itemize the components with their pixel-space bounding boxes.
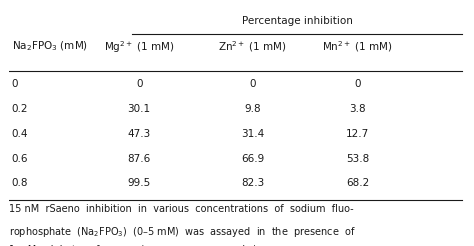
Text: 66.9: 66.9 [241, 154, 264, 164]
Text: Mg$^{2+}$ (1 mM): Mg$^{2+}$ (1 mM) [104, 39, 174, 55]
Text: 87.6: 87.6 [128, 154, 151, 164]
Text: 3.8: 3.8 [349, 104, 366, 114]
Text: 12.7: 12.7 [346, 129, 369, 139]
Text: 47.3: 47.3 [128, 129, 151, 139]
Text: 9.8: 9.8 [245, 104, 261, 114]
Text: 0: 0 [12, 79, 18, 89]
Text: 0: 0 [250, 79, 256, 89]
Text: 0.6: 0.6 [12, 154, 28, 164]
Text: 0: 0 [355, 79, 361, 89]
Text: 0: 0 [136, 79, 142, 89]
Text: 82.3: 82.3 [241, 179, 264, 188]
Text: Na$_2$FPO$_3$ (mM): Na$_2$FPO$_3$ (mM) [12, 39, 88, 53]
Text: 0.8: 0.8 [12, 179, 28, 188]
Text: 53.8: 53.8 [346, 154, 369, 164]
Text: Zn$^{2+}$ (1 mM): Zn$^{2+}$ (1 mM) [219, 39, 287, 54]
Text: Percentage inhibition: Percentage inhibition [242, 15, 353, 26]
Text: 31.4: 31.4 [241, 129, 264, 139]
Text: 1 mM sulphates of magnesium, manganese and zinc.: 1 mM sulphates of magnesium, manganese a… [9, 245, 271, 246]
Text: 15 nM  rSaeno  inhibition  in  various  concentrations  of  sodium  fluo-: 15 nM rSaeno inhibition in various conce… [9, 204, 354, 215]
Text: rophosphate  (Na$_2$FPO$_3$)  (0–5 mM)  was  assayed  in  the  presence  of: rophosphate (Na$_2$FPO$_3$) (0–5 mM) was… [9, 225, 356, 239]
Text: 99.5: 99.5 [128, 179, 151, 188]
Text: 68.2: 68.2 [346, 179, 369, 188]
Text: Mn$^{2+}$ (1 mM): Mn$^{2+}$ (1 mM) [322, 39, 393, 54]
Text: 30.1: 30.1 [128, 104, 151, 114]
Text: 0.4: 0.4 [12, 129, 28, 139]
Text: 0.2: 0.2 [12, 104, 28, 114]
